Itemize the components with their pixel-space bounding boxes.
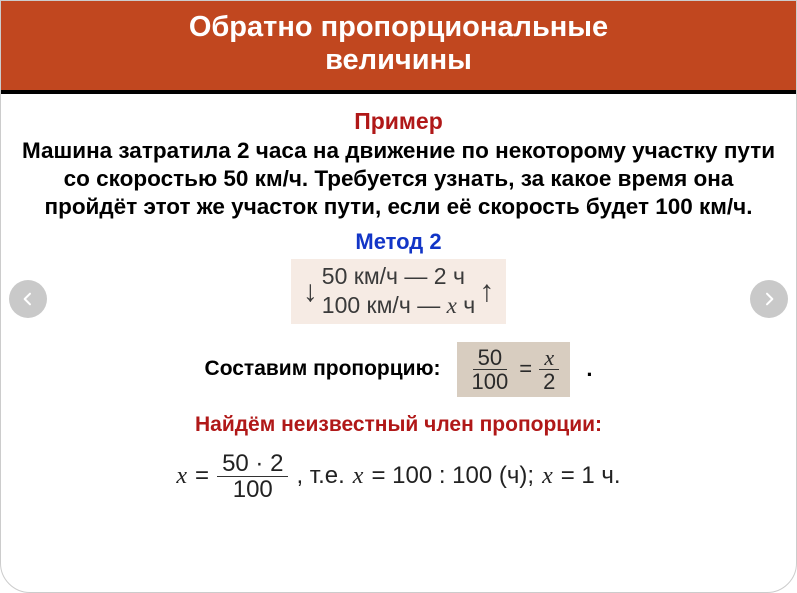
method-label: Метод 2 — [21, 229, 776, 255]
var-x: x — [176, 463, 187, 490]
fraction-rhs: x 2 — [538, 346, 560, 393]
proportion-table: ↓ 50 км/ч — 2 ч 100 км/ч — x ч ↑ — [291, 259, 506, 324]
slide: Обратно пропорциональные величины Пример… — [0, 0, 797, 593]
find-unknown-label: Найдём неизвестный член пропорции: — [21, 413, 776, 437]
var-x: x — [353, 463, 364, 490]
proportion-line: Составим пропорцию: 50 100 = x 2 . — [21, 342, 776, 397]
next-button[interactable] — [750, 280, 788, 318]
proportion-trail: . — [586, 356, 592, 382]
fraction-lhs: 50 100 — [467, 346, 514, 393]
table-row: 100 км/ч — x ч — [322, 291, 475, 321]
title-line-2: величины — [7, 44, 790, 77]
proportion-equation: 50 100 = x 2 — [457, 342, 571, 397]
title-line-1: Обратно пропорциональные — [7, 11, 790, 44]
var-x: x — [542, 463, 553, 490]
proportion-label: Составим пропорцию: — [205, 357, 441, 381]
equals-sign: = — [513, 356, 538, 382]
chevron-right-icon — [761, 291, 777, 307]
arrow-up-icon: ↑ — [475, 273, 498, 311]
slide-content: Пример Машина затратила 2 часа на движен… — [1, 94, 796, 512]
chevron-left-icon — [20, 291, 36, 307]
table-row: 50 км/ч — 2 ч — [322, 262, 475, 291]
solution-line: x = 50 · 2 100 , т.е. x = 100 : 100 (ч);… — [21, 451, 776, 502]
arrow-down-icon: ↓ — [299, 273, 322, 311]
example-label: Пример — [21, 108, 776, 135]
prev-button[interactable] — [9, 280, 47, 318]
solution-fraction: 50 · 2 100 — [217, 451, 288, 502]
problem-text: Машина затратила 2 часа на движение по н… — [21, 137, 776, 221]
slide-title: Обратно пропорциональные величины — [1, 1, 796, 94]
table-rows: 50 км/ч — 2 ч 100 км/ч — x ч — [322, 262, 475, 321]
